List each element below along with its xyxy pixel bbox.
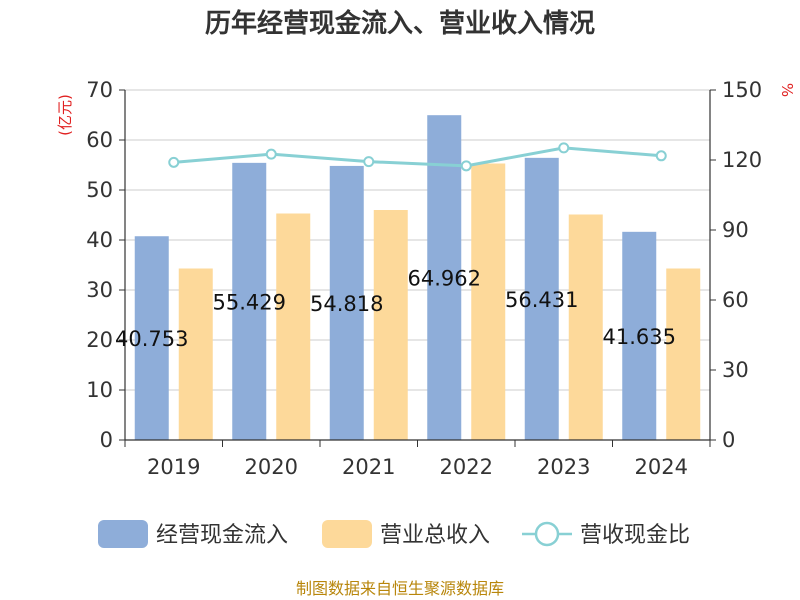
y-left-tick-label: 70 (86, 78, 113, 102)
ratio-point (558, 142, 570, 154)
y-right-tick-label: 60 (722, 288, 749, 312)
legend-swatch (322, 520, 372, 548)
ratio-point (265, 148, 277, 160)
bar-data-label: 64.962 (408, 267, 481, 291)
bar-revenue (568, 214, 603, 440)
ratio-point (460, 160, 472, 172)
y-right-tick-label: 30 (722, 358, 749, 382)
y-left-tick-label: 50 (86, 178, 113, 202)
source-note: 制图数据来自恒生聚源数据库 (296, 579, 504, 598)
legend-label: 营收现金比 (580, 523, 690, 548)
y-right-tick-label: 150 (722, 78, 762, 102)
bar-cash-inflow (329, 165, 364, 440)
bar-data-label: 56.431 (505, 288, 578, 312)
bar-data-label: 40.753 (115, 327, 188, 351)
axes: 0 10 20 30 40 50 60 70 0 30 60 90 120 150 2019 2020 2021… (86, 78, 762, 479)
bar-data-label: 41.635 (603, 325, 676, 349)
ratio-point (655, 150, 667, 162)
y-left-tick-label: 20 (86, 328, 113, 352)
x-tick-label: 2019 (147, 455, 200, 479)
y-left-tick-label: 60 (86, 128, 113, 152)
x-tick-label: 2021 (342, 455, 395, 479)
ratio-point (363, 156, 375, 168)
ratio-point (168, 156, 180, 168)
y-left-tick-label: 10 (86, 378, 113, 402)
y-right-tick-label: 120 (722, 148, 762, 172)
bars (134, 115, 701, 441)
bar-revenue (373, 210, 408, 440)
legend-swatch (98, 520, 148, 548)
ratio-line-path (173, 146, 662, 168)
y-left-unit: (亿元) (56, 94, 74, 136)
y-right-unit: % (778, 83, 796, 97)
y-left-tick-label: 0 (100, 428, 113, 452)
bar-cash-inflow (232, 162, 267, 441)
y-left-tick-label: 40 (86, 228, 113, 252)
legend: 经营现金流入 营业总收入 营收现金比 (98, 520, 690, 548)
bar-revenue (276, 213, 311, 440)
bar-data-label: 54.818 (310, 292, 383, 316)
legend-swatch-marker (534, 521, 560, 547)
x-tick-label: 2023 (537, 455, 590, 479)
ratio-line (168, 142, 667, 172)
x-tick-label: 2020 (245, 455, 298, 479)
x-tick-label: 2024 (635, 455, 688, 479)
bar-cash-inflow (622, 231, 657, 440)
bar-cash-inflow (427, 115, 462, 440)
data-labels: 40.753 55.429 54.818 64.962 56.431 41.635 (115, 267, 676, 352)
bar-cash-inflow (524, 157, 559, 440)
y-right-tick-label: 90 (722, 218, 749, 242)
grid-lines (125, 89, 710, 391)
bar-data-label: 55.429 (213, 290, 286, 314)
legend-label: 经营现金流入 (156, 523, 288, 548)
bar-cash-inflow (134, 236, 169, 440)
legend-label: 营业总收入 (380, 523, 490, 548)
y-left-tick-label: 30 (86, 278, 113, 302)
bar-revenue (178, 268, 213, 440)
y-right-tick-label: 0 (722, 428, 735, 452)
bar-revenue (471, 163, 506, 440)
chart-title: 历年经营现金流入、营业收入情况 (205, 8, 595, 39)
x-tick-label: 2022 (440, 455, 493, 479)
bar-revenue (666, 268, 701, 440)
